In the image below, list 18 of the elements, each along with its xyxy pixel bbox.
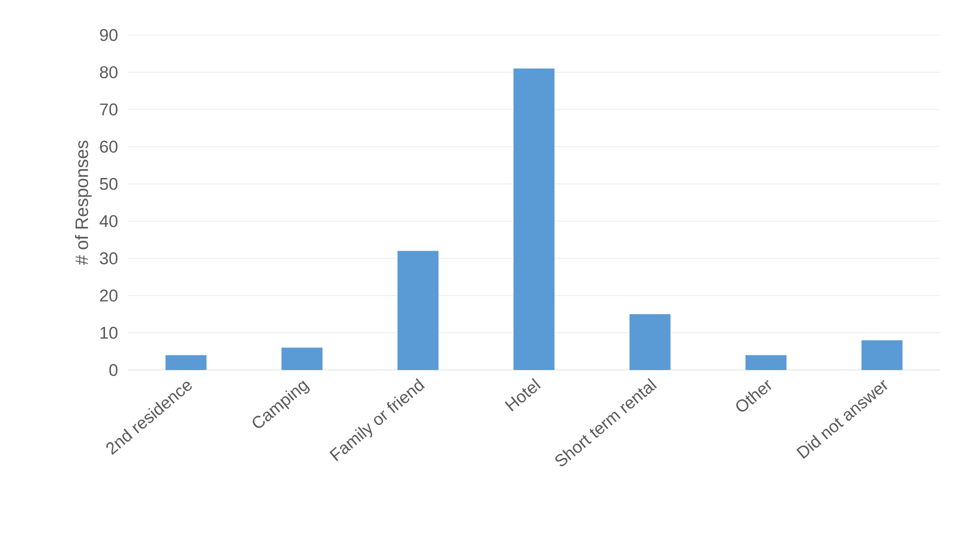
bar [166, 355, 206, 370]
y-tick-label: 60 [100, 140, 118, 153]
bar [514, 68, 555, 370]
y-tick-label: 0 [109, 364, 118, 376]
bar [862, 340, 903, 370]
y-tick-label: 40 [100, 215, 118, 228]
y-axis-title: # of Responses [74, 140, 92, 265]
bar [282, 348, 322, 370]
bar [746, 355, 787, 370]
y-tick-label: 90 [100, 28, 118, 42]
y-tick-label: 10 [100, 326, 118, 339]
y-tick-label: 80 [100, 66, 118, 78]
y-tick-label: 30 [100, 252, 118, 264]
y-tick-label: 20 [100, 290, 118, 302]
bar [398, 250, 438, 370]
y-tick-label: 70 [100, 103, 118, 116]
y-tick-label: 50 [100, 178, 118, 190]
bar [630, 314, 671, 370]
